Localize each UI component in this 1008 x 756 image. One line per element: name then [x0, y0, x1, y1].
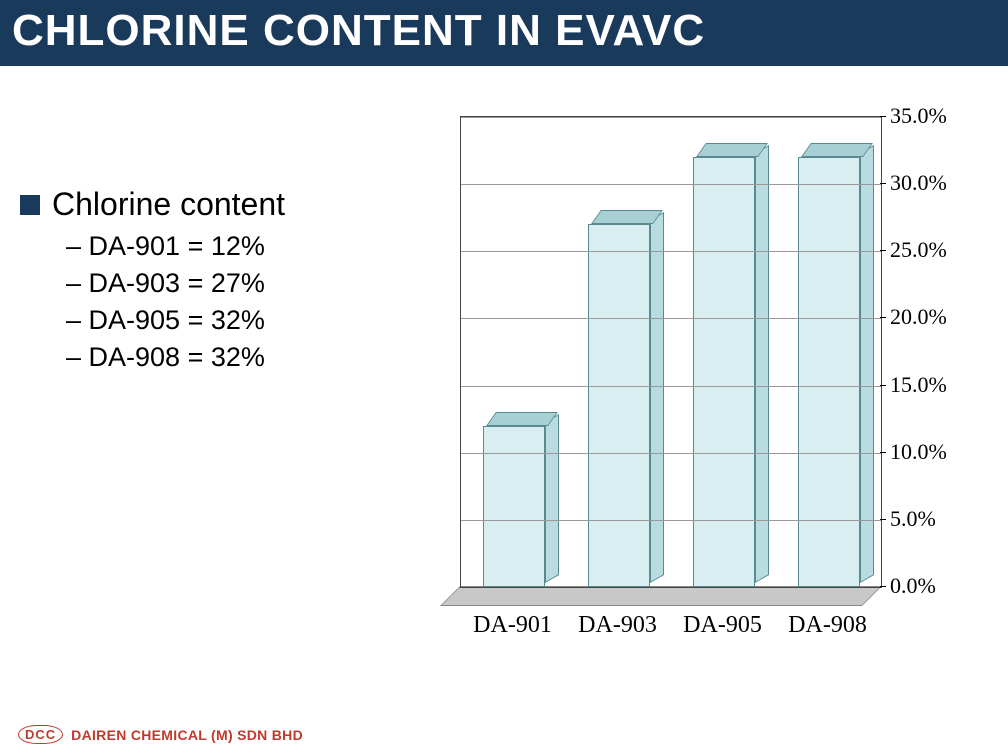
- page-title: CHLORINE CONTENT IN EVAVC: [12, 6, 996, 56]
- chart-bar: [588, 224, 650, 587]
- chart-floor: [440, 586, 882, 606]
- chart-bar-side: [650, 212, 664, 583]
- list-item: DA-908 = 32%: [66, 342, 440, 373]
- chart-bar-front: [588, 224, 650, 587]
- title-band: CHLORINE CONTENT IN EVAVC: [0, 0, 1008, 66]
- chart-bars: [461, 117, 881, 587]
- chart-gridline: [461, 453, 881, 454]
- list-item: DA-903 = 27%: [66, 268, 440, 299]
- chart-bar-side: [755, 145, 769, 583]
- chart-xtick-label: DA-905: [673, 612, 773, 639]
- chart-bar-front: [798, 157, 860, 587]
- data-list: DA-901 = 12% DA-903 = 27% DA-905 = 32% D…: [66, 231, 440, 373]
- bullet-heading-row: Chlorine content: [20, 186, 440, 223]
- chlorine-bar-chart: 0.0% 5.0% 10.0% 15.0% 20.0% 25.0% 30.0% 35.0% DA…: [440, 106, 960, 666]
- chart-plot-area: [460, 116, 882, 588]
- chart-bar-front: [693, 157, 755, 587]
- chart-ytick-label: 30.0%: [890, 170, 947, 196]
- chart-gridline: [461, 318, 881, 319]
- square-bullet-icon: [20, 195, 40, 215]
- chart-gridline: [461, 251, 881, 252]
- chart-gridline: [461, 386, 881, 387]
- bullet-heading: Chlorine content: [52, 186, 285, 223]
- chart-bar-top: [486, 412, 558, 426]
- list-item: DA-905 = 32%: [66, 305, 440, 336]
- chart-bar-top: [696, 143, 768, 157]
- chart-ytick-label: 15.0%: [890, 372, 947, 398]
- chart-gridline: [461, 184, 881, 185]
- chart-ytick-label: 5.0%: [890, 506, 936, 532]
- chart-bar-front: [483, 426, 545, 587]
- chart-ytick-label: 35.0%: [890, 103, 947, 129]
- chart-ytick-label: 25.0%: [890, 237, 947, 263]
- chart-gridline: [461, 117, 881, 118]
- chart-bar: [798, 157, 860, 587]
- chart-xtick-label: DA-903: [568, 612, 668, 639]
- footer: DCC DAIREN CHEMICAL (M) SDN BHD: [18, 725, 303, 744]
- chart-bar: [693, 157, 755, 587]
- chart-ytick-label: 0.0%: [890, 573, 936, 599]
- content-area: Chlorine content DA-901 = 12% DA-903 = 2…: [0, 66, 1008, 666]
- chart-gridline: [461, 520, 881, 521]
- list-item: DA-901 = 12%: [66, 231, 440, 262]
- chart-bar-top: [801, 143, 873, 157]
- chart-xtick-label: DA-908: [778, 612, 878, 639]
- chart-bar: [483, 426, 545, 587]
- chart-ytick-label: 10.0%: [890, 439, 947, 465]
- chart-bar-side: [860, 145, 874, 583]
- text-column: Chlorine content DA-901 = 12% DA-903 = 2…: [20, 106, 440, 666]
- chart-ytick-label: 20.0%: [890, 304, 947, 330]
- chart-bar-side: [545, 414, 559, 583]
- company-name: DAIREN CHEMICAL (M) SDN BHD: [71, 727, 303, 743]
- company-logo-icon: DCC: [18, 725, 63, 744]
- chart-xtick-label: DA-901: [463, 612, 563, 639]
- chart-bar-top: [591, 210, 663, 224]
